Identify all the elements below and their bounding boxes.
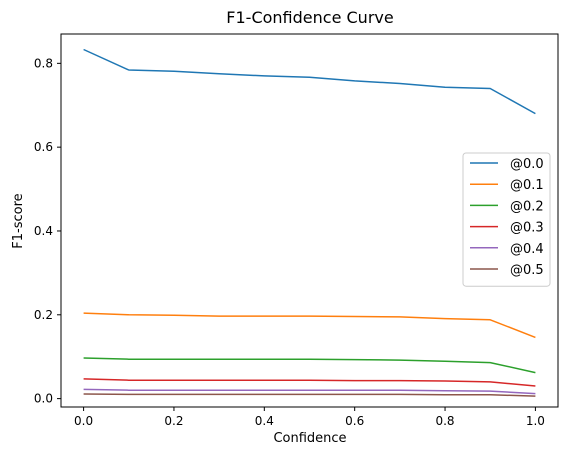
series-line-0 [83,48,536,115]
chart-title: F1-Confidence Curve [226,8,393,27]
legend-label: @0.5 [510,263,544,278]
series-line-3 [83,378,536,387]
x-tick-label: 0.6 [345,414,364,428]
y-tick-label: 0.8 [34,56,53,70]
legend-label: @0.1 [510,178,544,193]
plot-area [83,48,536,397]
y-tick-label: 0.0 [34,392,53,406]
x-tick-label: 0.2 [164,414,183,428]
legend-label: @0.4 [510,242,544,257]
series-line-2 [83,357,536,374]
y-axis-label: F1-score [11,193,26,248]
legend: @0.0 @0.1 @0.2 @0.3 @0.4 @0.5 [462,152,551,287]
x-axis-label: Confidence [273,431,346,446]
legend-label: @0.2 [510,199,544,214]
y-tick-label: 0.2 [34,308,53,322]
legend-label: @0.3 [510,221,544,236]
series-line-1 [83,312,536,339]
y-axis: 0.0 0.2 0.4 0.6 0.8 [34,56,61,406]
x-tick-label: 0.4 [255,414,274,428]
y-tick-label: 0.4 [34,224,53,238]
legend-box [462,152,551,287]
x-axis: 0.0 0.2 0.4 0.6 0.8 1.0 [74,407,545,428]
x-tick-label: 0.8 [435,414,454,428]
series-line-5 [83,393,536,397]
series-line-4 [83,388,536,395]
x-tick-label: 1.0 [526,414,545,428]
plot-frame [60,33,559,408]
legend-label: @0.0 [510,157,544,172]
x-tick-label: 0.0 [74,414,93,428]
y-tick-label: 0.6 [34,140,53,154]
